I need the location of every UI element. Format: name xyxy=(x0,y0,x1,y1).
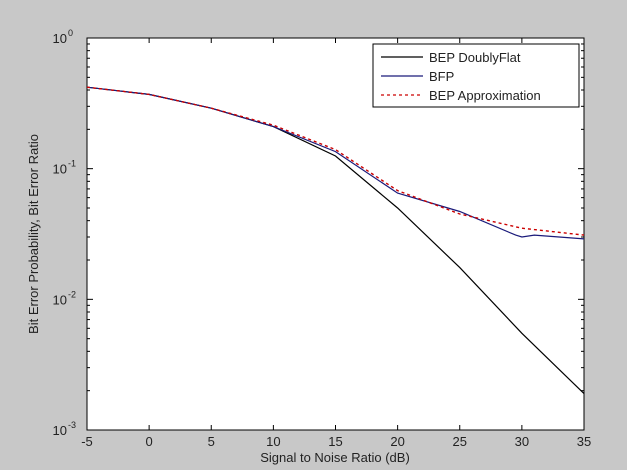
y-tick-label-exp: -2 xyxy=(68,289,76,299)
x-tick-label: -5 xyxy=(81,434,93,449)
y-tick-label-base: 10 xyxy=(53,162,67,177)
series-layer xyxy=(86,86,585,395)
y-tick-label-base: 10 xyxy=(53,31,67,46)
x-tick-label: 10 xyxy=(266,434,280,449)
y-tick-label-base: 10 xyxy=(53,423,67,438)
legend-label: BFP xyxy=(429,69,454,84)
series-line-3 xyxy=(86,86,585,236)
x-tick-label: 25 xyxy=(453,434,467,449)
x-axis-label: Signal to Noise Ratio (dB) xyxy=(260,450,410,465)
x-tick-label: 5 xyxy=(208,434,215,449)
y-tick-label-base: 10 xyxy=(53,292,67,307)
y-tick-label-exp: -1 xyxy=(68,159,76,169)
x-tick-label: 15 xyxy=(328,434,342,449)
legend-label: BEP Approximation xyxy=(429,88,541,103)
x-tick-label: 20 xyxy=(390,434,404,449)
legend-label: BEP DoublyFlat xyxy=(429,50,521,65)
x-tick-label: 35 xyxy=(577,434,591,449)
legend: BEP DoublyFlat BFP BEP Approximation xyxy=(372,43,580,108)
y-axis-label: Bit Error Probability, Bit Error Ratio xyxy=(26,134,41,334)
x-tick-label: 30 xyxy=(515,434,529,449)
x-tick-label: 0 xyxy=(146,434,153,449)
y-tick-label-exp: -3 xyxy=(68,420,76,430)
y-tick-label-exp: 0 xyxy=(68,28,73,38)
